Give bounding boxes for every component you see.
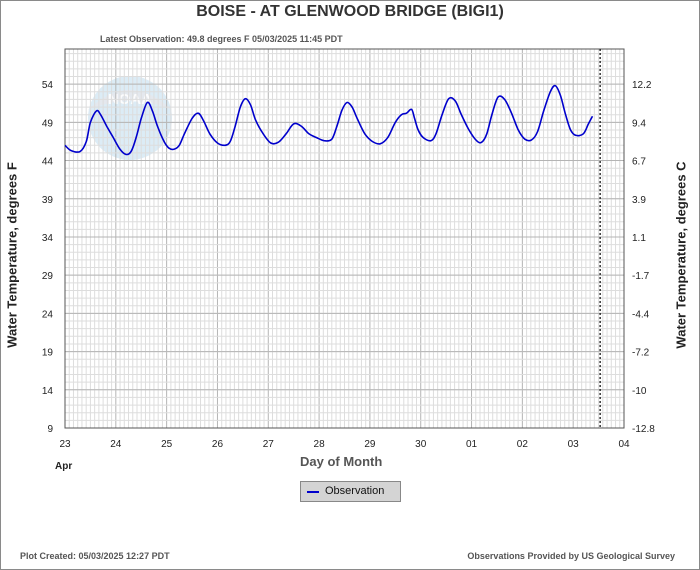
- y-tick-label-right: -4.4: [632, 309, 650, 320]
- y-tick-label-left: 54: [42, 80, 54, 91]
- x-tick-label: 23: [59, 439, 71, 450]
- y-tick-label-left: 39: [42, 195, 54, 206]
- y-tick-label-right: 12.2: [632, 80, 652, 91]
- x-tick-label: 25: [161, 439, 173, 450]
- y-tick-label-right: 6.7: [632, 157, 646, 168]
- series-line-observation: [64, 84, 594, 156]
- y-tick-label-right: -12.8: [632, 424, 655, 435]
- y-tick-label-right: 9.4: [632, 118, 646, 129]
- y-tick-label-right: -1.7: [632, 271, 650, 282]
- logo-circle: [88, 76, 172, 160]
- x-axis-label: Day of Month: [300, 454, 383, 469]
- x-tick-label: 24: [110, 439, 122, 450]
- tick-labels: 23 24 25 26 27 28 29 30 01 02 03 04 9 14 19 24 29 34 39 44 4…: [42, 80, 655, 450]
- x-tick-label: 26: [212, 439, 224, 450]
- chart-title: BOISE - AT GLENWOOD BRIDGE (BIGI1): [196, 3, 504, 20]
- y-tick-label-right: -10: [632, 386, 647, 397]
- legend-swatch-observation: [307, 491, 319, 493]
- y-axis-label-right: Water Temperature, degrees C: [673, 161, 689, 349]
- grid-lines: [64, 49, 625, 429]
- y-tick-label-left: 19: [42, 348, 54, 359]
- legend-label-observation: Observation: [325, 485, 385, 497]
- axes: [64, 48, 625, 429]
- x-tick-label: 29: [364, 439, 376, 450]
- y-tick-label-left: 34: [42, 233, 54, 244]
- data-provider: Observations Provided by US Geological S…: [467, 551, 675, 561]
- series-group: [64, 84, 594, 156]
- legend: Observation: [300, 481, 401, 502]
- y-tick-label-left: 44: [42, 157, 54, 168]
- plot-created: Plot Created: 05/03/2025 12:27 PDT: [20, 551, 170, 561]
- x-tick-label: 02: [517, 439, 529, 450]
- y-tick-label-left: 49: [42, 118, 54, 129]
- plot-border: [64, 48, 625, 429]
- month-label: Apr: [55, 461, 73, 472]
- y-tick-label-right: -7.2: [632, 348, 650, 359]
- x-tick-label: 30: [415, 439, 427, 450]
- x-tick-label: 03: [568, 439, 580, 450]
- x-tick-label: 04: [618, 439, 630, 450]
- y-tick-label-left: 29: [42, 271, 54, 282]
- y-tick-label-left: 9: [47, 424, 53, 435]
- x-tick-label: 28: [314, 439, 326, 450]
- y-tick-label-right: 3.9: [632, 195, 646, 206]
- x-tick-label: 27: [263, 439, 275, 450]
- latest-observation: Latest Observation: 49.8 degrees F 05/03…: [100, 34, 343, 44]
- y-tick-label-left: 14: [42, 386, 54, 397]
- y-tick-label-left: 24: [42, 309, 54, 320]
- y-tick-label-right: 1.1: [632, 233, 646, 244]
- y-axis-label-left: Water Temperature, degrees F: [4, 162, 20, 348]
- x-tick-label: 01: [466, 439, 478, 450]
- noaa-logo: NOAA: [88, 76, 172, 160]
- logo-bird: [88, 90, 172, 110]
